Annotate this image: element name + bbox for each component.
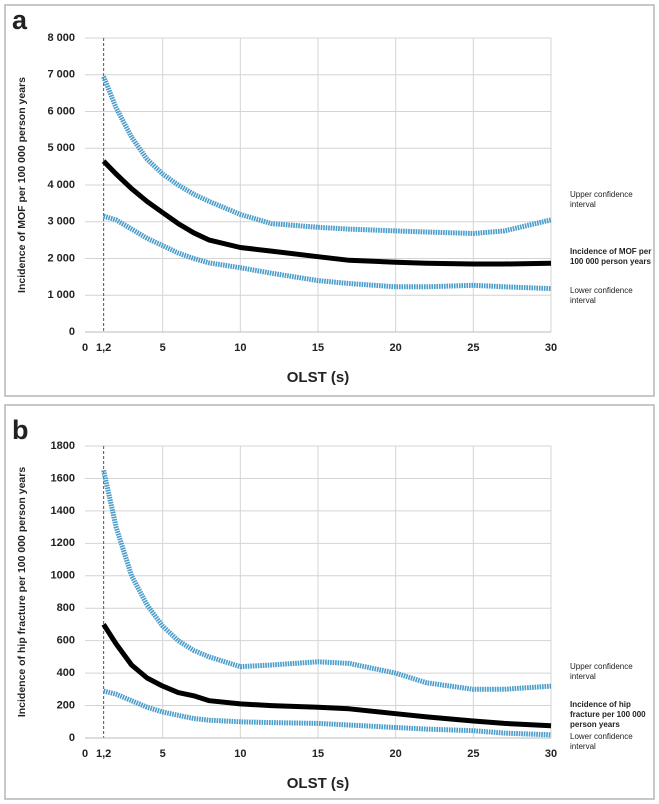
confidence-line: [102, 688, 552, 738]
y-tick-label: 0: [69, 326, 75, 338]
panel-label: a: [12, 5, 28, 35]
y-tick-label: 1 000: [47, 289, 75, 301]
panel-label: b: [12, 415, 29, 445]
y-tick-label: 0: [69, 732, 75, 744]
legend-label: Upper confidence interval: [570, 190, 633, 209]
y-tick-label: 8 000: [47, 32, 75, 44]
y-tick-label: 1400: [51, 505, 75, 517]
confidence-line: [101, 469, 552, 692]
incidence-line: [101, 623, 552, 729]
x-tick-label: 25: [467, 748, 479, 760]
x-tick-label: 20: [390, 342, 402, 354]
y-tick-label: 400: [57, 667, 75, 679]
y-axis-title: Incidence of MOF per 100 000 person year…: [16, 77, 28, 293]
x-tick-label: 10: [234, 748, 246, 760]
y-tick-label: 1800: [51, 440, 75, 452]
y-tick-label: 2 000: [47, 252, 75, 264]
x-tick-label: 0: [82, 342, 88, 354]
y-tick-label: 7 000: [47, 69, 75, 81]
confidence-line: [102, 213, 552, 292]
legend-label: Lower confidence interval: [570, 732, 633, 751]
x-tick-label: 15: [312, 342, 324, 354]
x-tick-label: 5: [160, 342, 166, 354]
x-tick-label: 10: [234, 342, 246, 354]
y-tick-label: 200: [57, 699, 75, 711]
y-tick-label: 4 000: [47, 179, 75, 191]
x-tick-label: 30: [545, 748, 557, 760]
y-axis-title: Incidence of hip fracture per 100 000 pe…: [16, 467, 28, 718]
legend-label: Incidence of MOF per 100 000 person year…: [570, 247, 652, 266]
x-tick-label: 5: [160, 748, 166, 760]
x-tick-label: 1,2: [96, 748, 111, 760]
x-tick-label: 15: [312, 748, 324, 760]
confidence-line: [101, 75, 552, 236]
legend-label: Incidence of hip fracture per 100 000 pe…: [570, 700, 646, 729]
y-tick-label: 600: [57, 635, 75, 647]
y-tick-label: 5 000: [47, 142, 75, 154]
legend-label: Lower confidence interval: [570, 286, 633, 305]
x-axis-title: OLST (s): [287, 369, 350, 386]
x-tick-label: 0: [82, 748, 88, 760]
y-tick-label: 800: [57, 602, 75, 614]
legend-label: Upper confidence interval: [570, 662, 633, 681]
panel-frame: [4, 4, 655, 397]
y-tick-label: 1000: [51, 570, 75, 582]
x-axis-title: OLST (s): [287, 775, 350, 792]
incidence-line: [101, 159, 552, 267]
y-tick-label: 1600: [51, 472, 75, 484]
x-tick-label: 20: [390, 748, 402, 760]
x-tick-label: 30: [545, 342, 557, 354]
y-tick-label: 1200: [51, 537, 75, 549]
x-tick-label: 25: [467, 342, 479, 354]
y-tick-label: 3 000: [47, 216, 75, 228]
panel-frame: [4, 404, 655, 800]
y-tick-label: 6 000: [47, 105, 75, 117]
x-tick-label: 1,2: [96, 342, 111, 354]
